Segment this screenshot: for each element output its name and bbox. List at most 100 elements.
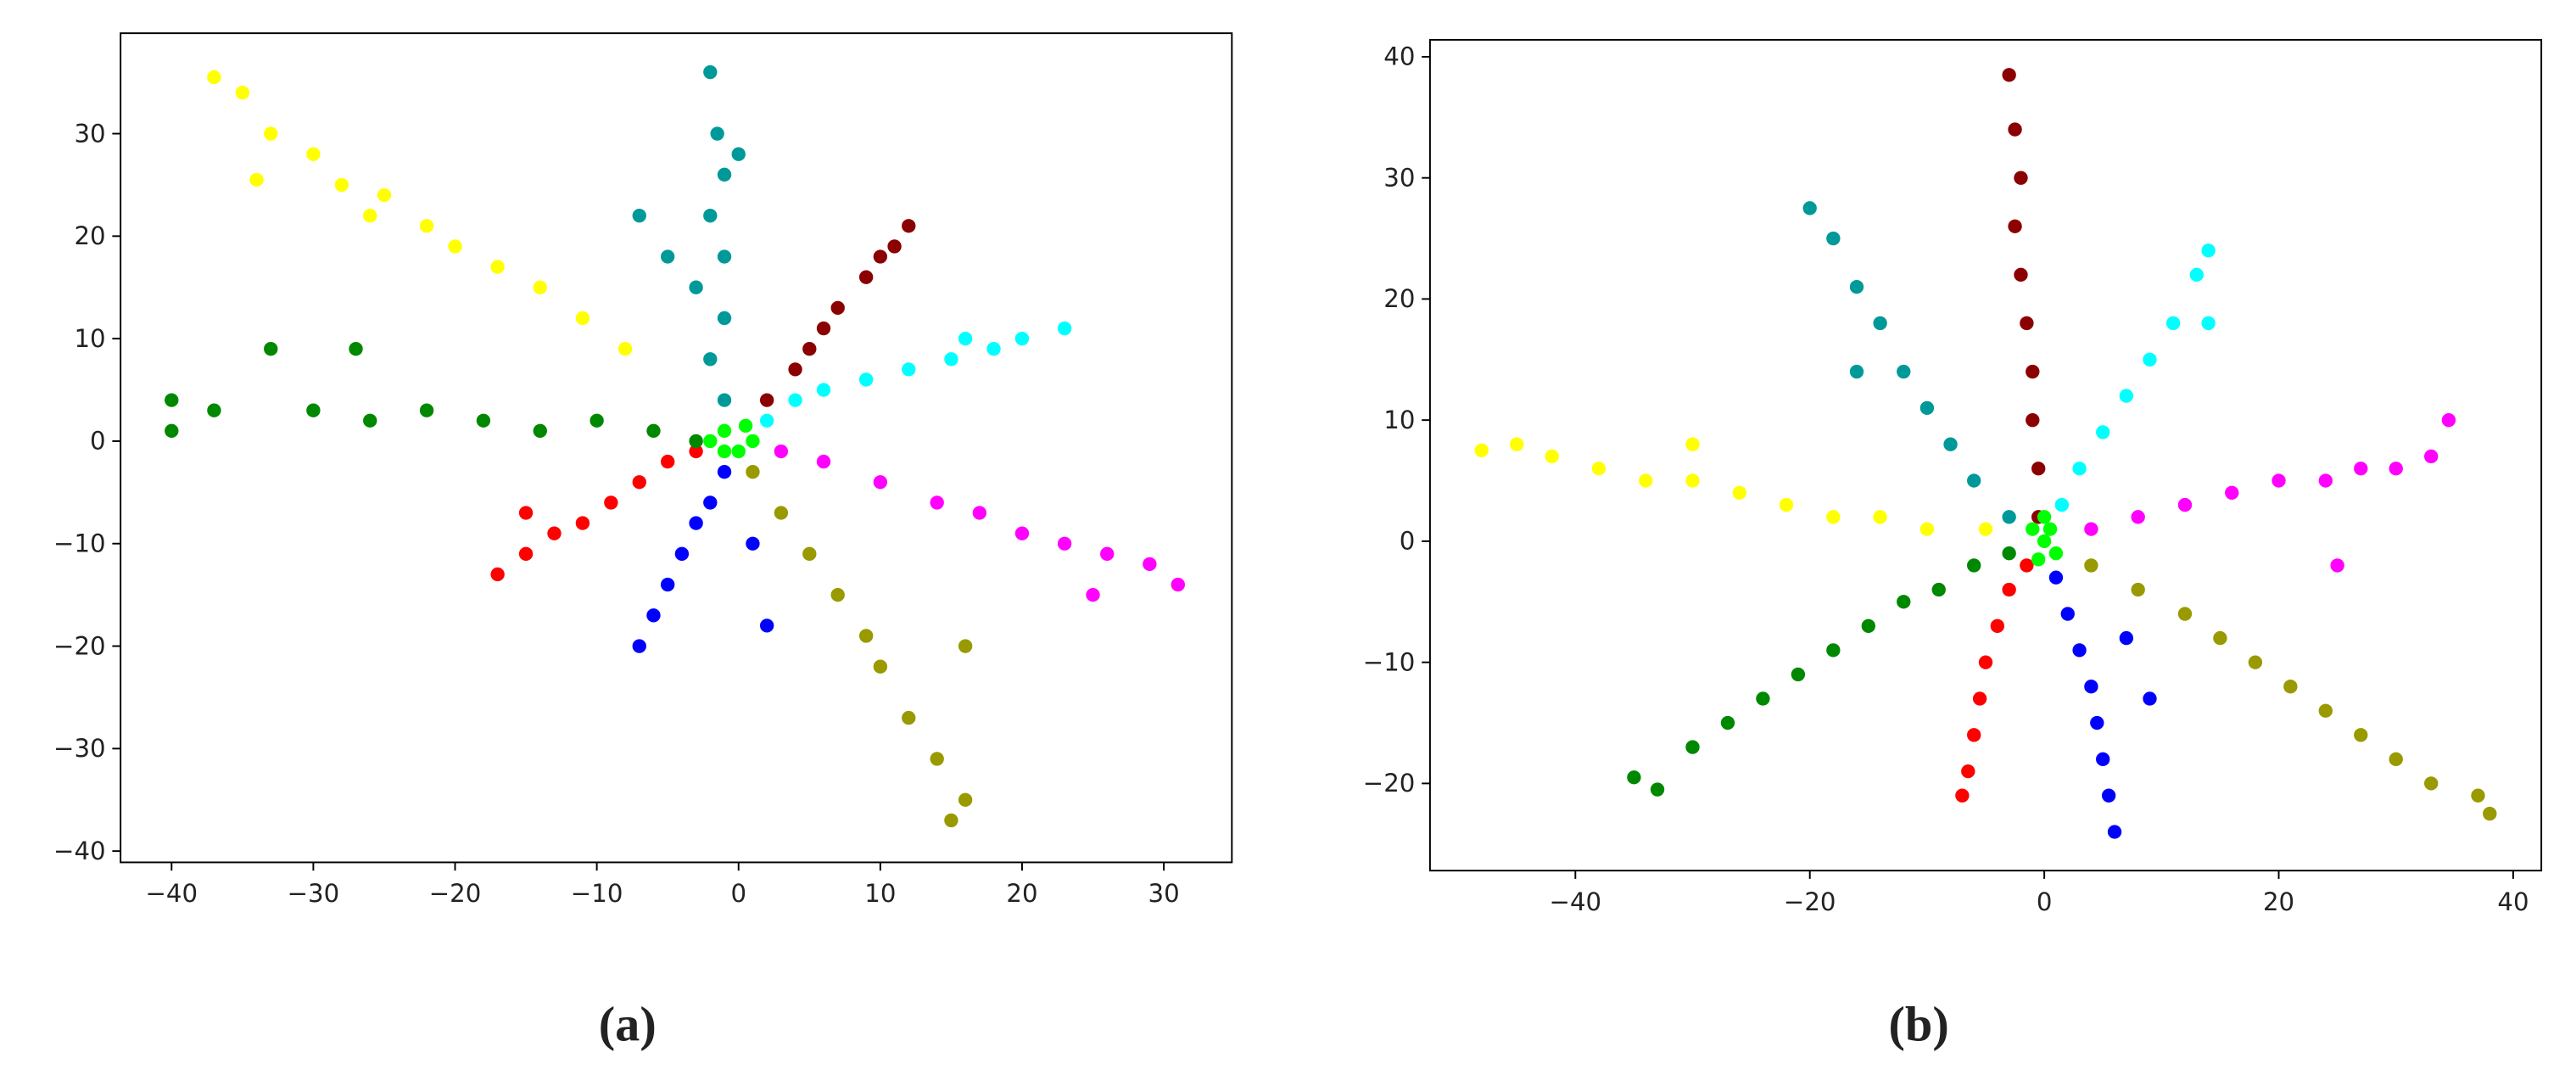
- point: [1639, 473, 1653, 488]
- point: [1143, 557, 1157, 572]
- point: [1826, 643, 1841, 658]
- point: [703, 495, 718, 510]
- point: [972, 506, 987, 520]
- point: [746, 434, 760, 449]
- point: [2084, 522, 2098, 536]
- caption: (a): [599, 997, 657, 1052]
- point: [2096, 752, 2110, 767]
- point: [2008, 122, 2022, 137]
- point: [816, 454, 831, 469]
- point: [717, 311, 732, 326]
- point: [2060, 607, 2075, 621]
- point: [2031, 552, 2046, 567]
- point: [902, 710, 916, 725]
- point: [363, 208, 377, 223]
- point: [1972, 691, 1987, 706]
- point: [887, 239, 902, 254]
- point: [731, 147, 746, 161]
- x-tick-label: 0: [730, 879, 746, 908]
- point: [1849, 279, 1864, 294]
- point: [448, 239, 462, 254]
- point: [1967, 473, 1981, 488]
- point: [2213, 630, 2227, 646]
- point: [2031, 462, 2046, 476]
- point: [1732, 485, 1746, 500]
- point: [264, 342, 278, 356]
- y-tick-label: −10: [53, 529, 106, 557]
- point: [788, 362, 802, 377]
- point: [1931, 582, 1946, 597]
- point: [717, 423, 732, 439]
- x-tick-label: 40: [2497, 887, 2529, 916]
- point: [788, 393, 802, 407]
- axes-frame: [120, 32, 1233, 864]
- point: [2177, 497, 2193, 512]
- point: [1861, 618, 1875, 634]
- y-tick-label: 20: [1383, 284, 1415, 313]
- caption: (b): [1888, 997, 1948, 1052]
- point: [1591, 462, 1607, 476]
- point: [2131, 582, 2145, 597]
- point: [490, 260, 505, 274]
- point: [689, 444, 703, 459]
- point: [2090, 715, 2104, 730]
- point: [1779, 497, 1794, 512]
- point: [2014, 267, 2028, 283]
- point: [533, 423, 547, 439]
- point: [1685, 740, 1700, 754]
- point: [902, 362, 916, 377]
- point: [165, 423, 179, 439]
- point: [2318, 473, 2333, 488]
- point: [2177, 607, 2193, 621]
- point: [1802, 201, 1817, 215]
- point: [689, 516, 703, 530]
- point: [1873, 510, 1887, 524]
- point: [419, 219, 434, 233]
- point: [1897, 595, 1911, 609]
- point: [1720, 715, 1735, 730]
- point: [249, 172, 264, 187]
- point: [490, 567, 505, 582]
- x-tick-label: −10: [571, 879, 623, 908]
- point: [363, 413, 377, 428]
- point: [873, 475, 888, 490]
- point: [830, 587, 845, 602]
- point: [2424, 776, 2439, 791]
- point: [1474, 443, 1489, 458]
- point: [2471, 788, 2485, 803]
- point: [1545, 449, 1559, 464]
- point: [802, 342, 817, 356]
- point: [2107, 825, 2122, 839]
- point: [2189, 267, 2204, 283]
- point: [2026, 522, 2040, 536]
- point: [816, 321, 831, 336]
- point: [2424, 449, 2439, 464]
- point: [2014, 171, 2028, 185]
- point: [759, 393, 774, 407]
- point: [1943, 437, 1958, 451]
- point: [575, 516, 590, 530]
- point: [1897, 364, 1911, 379]
- point: [1510, 437, 1524, 451]
- point: [476, 413, 491, 428]
- point: [646, 608, 661, 623]
- point: [703, 208, 718, 223]
- point: [1650, 782, 1665, 797]
- point: [661, 577, 675, 592]
- point: [746, 465, 760, 479]
- point: [617, 342, 633, 356]
- point: [2096, 425, 2110, 439]
- point: [2048, 570, 2064, 585]
- point: [1086, 587, 1100, 602]
- point: [2225, 485, 2239, 500]
- point: [1171, 577, 1185, 592]
- point: [2002, 546, 2016, 561]
- point: [873, 249, 888, 264]
- point: [419, 403, 434, 417]
- point: [264, 126, 278, 141]
- point: [306, 403, 321, 417]
- point: [858, 372, 874, 387]
- point: [1961, 764, 1975, 779]
- y-tick-label: −40: [53, 837, 106, 865]
- point: [746, 536, 760, 551]
